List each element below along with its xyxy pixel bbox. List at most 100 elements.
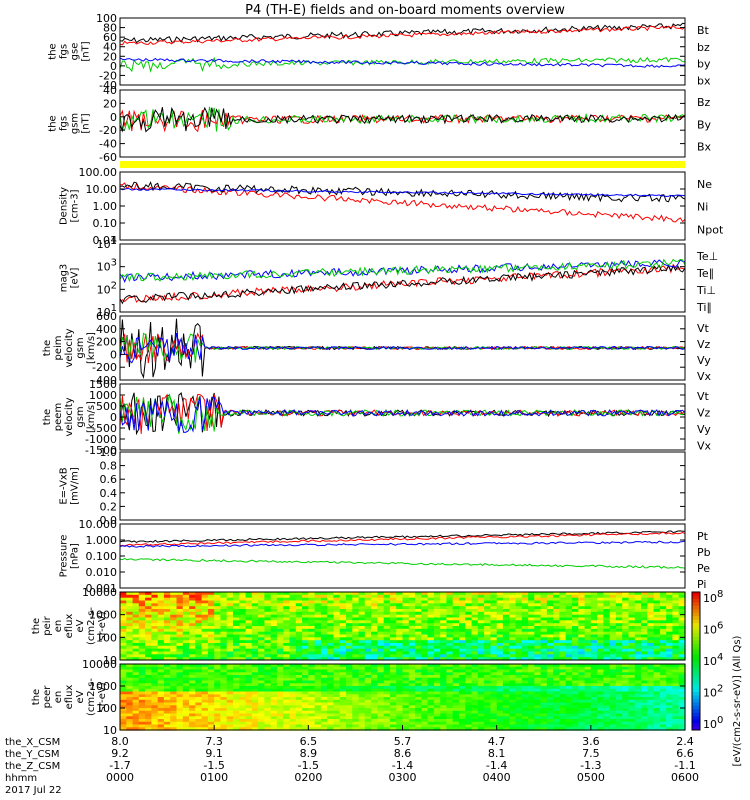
spectrogram-cell — [163, 727, 171, 731]
spectrogram-cell — [609, 724, 617, 728]
spectrogram-cell — [597, 640, 604, 644]
spectrogram-cell — [433, 705, 441, 709]
spectrogram-cell — [264, 727, 272, 731]
spectrogram-cell — [603, 603, 611, 607]
spectrogram-cell — [383, 645, 391, 650]
spectrogram-cell — [459, 620, 466, 624]
spectrogram-cell — [534, 699, 542, 704]
spectrogram-cell — [276, 716, 284, 720]
spectrogram-cell — [502, 645, 510, 650]
spectrogram-cell — [145, 606, 152, 610]
spectrogram-cell — [534, 597, 542, 602]
spectrogram-cell — [327, 657, 335, 661]
spectrogram-cell — [496, 623, 504, 627]
spectrogram-cell — [126, 611, 134, 616]
spectrogram-cell — [459, 672, 466, 676]
spectrogram-cell — [314, 634, 322, 638]
spectrogram-cell — [201, 609, 209, 613]
spectrogram-cell — [295, 666, 303, 671]
spectrogram-cell — [320, 606, 328, 610]
spectrogram-cell — [553, 664, 561, 668]
spectrogram-cell — [546, 617, 554, 621]
spectrogram-cell — [371, 666, 378, 671]
spectrogram-cell — [628, 680, 636, 684]
spectrogram-cell — [339, 708, 347, 712]
spectrogram-cell — [176, 597, 184, 602]
spectrogram-cell — [622, 617, 630, 621]
spectrogram-cell — [521, 609, 529, 613]
spectrogram-cell — [647, 691, 655, 695]
spectrogram-cell — [471, 664, 479, 668]
spectrogram-cell — [364, 686, 372, 690]
spectrogram-cell — [622, 634, 630, 638]
spectrogram-cell — [659, 699, 667, 704]
ylabel-peem: velocity — [64, 397, 75, 436]
spectrogram-cell — [477, 710, 485, 715]
x-tick-label-y_csm: 6.6 — [676, 747, 694, 760]
spectrogram-cell — [603, 686, 611, 690]
ytick-label-peem: 1000 — [89, 389, 117, 402]
spectrogram-cell — [132, 623, 140, 627]
frame-peem — [119, 383, 686, 451]
spectrogram-cell — [132, 666, 140, 671]
ytick-label-density: 0.01 — [93, 234, 118, 247]
spectrogram-cell — [421, 592, 429, 596]
spectrogram-cell — [402, 620, 410, 624]
spectrogram-cell — [477, 620, 485, 624]
spectrogram-cell — [201, 603, 209, 607]
spectrogram-cell — [565, 686, 573, 690]
spectrogram-cell — [427, 669, 435, 673]
spectrogram-cell — [126, 675, 134, 679]
spectrogram-cell — [220, 628, 228, 633]
plot-area-peim — [119, 318, 686, 379]
spectrogram-cell — [383, 719, 391, 723]
spectrogram-cell — [270, 597, 278, 602]
spectrogram-cell — [521, 669, 529, 673]
spectrogram-cell — [308, 672, 316, 676]
spectrogram-cell — [615, 699, 623, 704]
spectrogram-cell — [245, 600, 253, 604]
spectrogram-cell — [195, 643, 203, 647]
spectrogram-cell — [490, 654, 498, 658]
ytick-label-peir: 10000 — [82, 586, 117, 599]
spectrogram-cell — [672, 651, 680, 655]
spectrogram-cell — [151, 614, 159, 619]
spectrogram-cell — [615, 597, 623, 602]
spectrogram-cell — [320, 645, 328, 650]
spectrogram-cell — [641, 719, 648, 723]
spectrogram-cell — [138, 648, 146, 653]
spectrogram-cell — [496, 600, 504, 604]
spectrogram-cell — [415, 705, 422, 709]
spectrogram-cell — [459, 694, 466, 698]
spectrogram-cell — [151, 631, 159, 636]
spectrogram-cell — [170, 672, 178, 676]
spectrogram-cell — [628, 606, 636, 610]
spectrogram-cell — [634, 686, 642, 690]
spectrogram-cell — [440, 640, 448, 644]
spectrogram-cell — [120, 597, 127, 602]
spectrogram-cell — [189, 657, 196, 661]
spectrogram-cell — [609, 691, 617, 695]
spectrogram-cell — [572, 702, 579, 706]
spectrogram-cell — [559, 617, 567, 621]
spectrogram-cell — [346, 716, 353, 720]
spectrogram-cell — [276, 719, 284, 723]
spectrogram-cell — [264, 702, 272, 706]
spectrogram-cell — [421, 724, 429, 728]
spectrogram-cell — [509, 631, 517, 636]
spectrogram-cell — [276, 686, 284, 690]
series-temp-Te⊥ — [119, 263, 686, 303]
ylabel-peem: [km/s] — [86, 401, 97, 433]
spectrogram-cell — [484, 626, 491, 630]
spectrogram-cell — [258, 597, 265, 602]
spectrogram-cell — [634, 694, 642, 698]
spectrogram-cell — [308, 716, 316, 720]
spectrogram-cell — [182, 694, 190, 698]
spectrogram-cell — [402, 597, 410, 602]
spectrogram-cell — [634, 640, 642, 644]
spectrogram-cell — [327, 702, 335, 706]
spectrogram-cell — [151, 626, 159, 630]
frame-fgs_gsm — [119, 89, 686, 158]
spectrogram-cell — [609, 680, 617, 684]
spectrogram-cell — [465, 724, 473, 728]
